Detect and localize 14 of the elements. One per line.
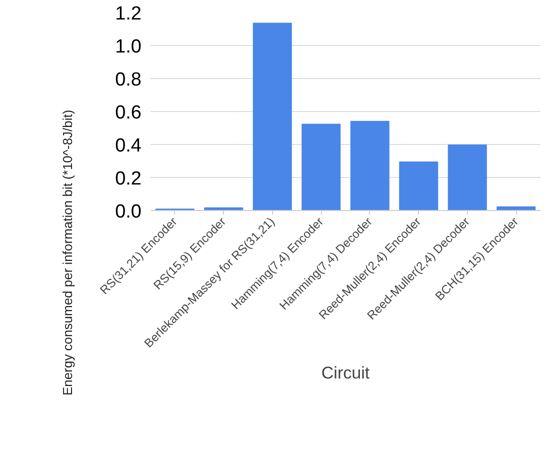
y-tick-label: 0.6: [115, 102, 142, 124]
y-tick-label: 0.0: [115, 202, 142, 222]
bar: [252, 22, 292, 210]
y-tick-label: 1.0: [115, 36, 142, 58]
y-axis-title: Energy consumed per information bit (*10^-8J/bit): [60, 110, 75, 396]
y-tick-label: 1.2: [115, 4, 142, 24]
x-axis-title: Circuit: [321, 363, 370, 382]
bar: [448, 144, 487, 210]
bar: [350, 120, 390, 210]
y-tick-label: 0.2: [115, 168, 142, 190]
y-tick-label: 0.4: [115, 136, 142, 156]
bar: [399, 161, 438, 210]
y-tick-label: 0.8: [115, 70, 142, 90]
bar: [302, 124, 341, 210]
